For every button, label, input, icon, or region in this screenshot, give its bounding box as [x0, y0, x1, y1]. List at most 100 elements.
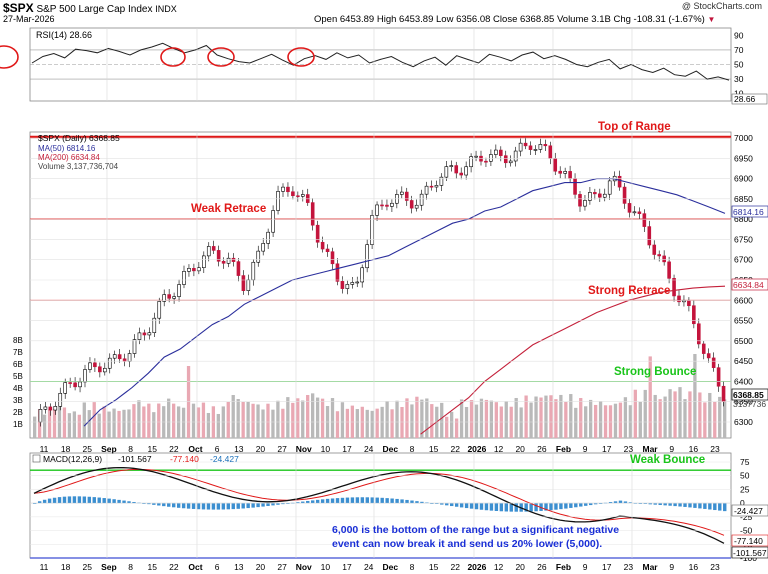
macd-histogram-bar	[400, 499, 404, 504]
x-axis-label: Oct	[188, 562, 202, 572]
macd-histogram-bar	[608, 502, 613, 504]
macd-histogram-bar	[638, 503, 643, 504]
macd-histogram-bar	[87, 496, 92, 504]
macd-histogram-bar	[574, 503, 578, 508]
macd-histogram-bar	[176, 503, 181, 508]
x-axis-label: 8	[128, 444, 133, 454]
macd-histogram-bar	[504, 503, 509, 512]
macd-signal-tag-box	[731, 534, 768, 547]
x-axis-label: 27	[277, 444, 287, 454]
candle	[682, 300, 686, 303]
macd-histogram-bar	[77, 496, 82, 504]
candle	[380, 204, 384, 207]
x-axis-label: 24	[364, 562, 374, 572]
macd-histogram-bar	[132, 501, 136, 504]
macd-histogram-bar	[211, 503, 216, 510]
note-line-2: event can now break it and send us 20% l…	[332, 538, 602, 550]
volume-bar	[474, 404, 479, 438]
macd-histogram-bar	[330, 498, 335, 504]
volume-bar	[479, 398, 484, 438]
volume-bar	[708, 392, 712, 438]
macd-legend: MACD(12,26,9) -101.567 -77.140 -24.427	[32, 454, 239, 464]
x-axis-label: 11	[40, 562, 49, 572]
candle	[434, 185, 439, 188]
x-axis-label: 20	[515, 444, 525, 454]
volume-bar	[241, 401, 245, 438]
candle	[711, 357, 716, 368]
candle	[632, 211, 637, 214]
macd-histogram-bar	[643, 503, 648, 504]
x-axis-label: Dec	[383, 444, 399, 454]
volume-bar	[494, 402, 498, 438]
volume-bar	[72, 411, 77, 438]
candle	[479, 155, 483, 162]
candle	[692, 305, 696, 325]
macd-histogram-bar	[708, 503, 712, 510]
macd-histogram-bar	[524, 503, 528, 512]
x-axis-label: 20	[256, 444, 266, 454]
candle	[147, 332, 152, 336]
macd-histogram-bar	[559, 503, 563, 510]
candle	[578, 194, 582, 207]
volume-bar	[112, 408, 116, 438]
volume-bar	[450, 411, 454, 438]
ma200-legend: MA(200) 6634.84	[38, 153, 100, 162]
macd-line	[33, 466, 725, 544]
macd-histogram-bar	[494, 503, 499, 511]
volume-bar	[370, 410, 374, 438]
candle	[291, 191, 295, 197]
volume-bar	[678, 387, 682, 438]
volume-bar	[469, 400, 474, 438]
candle	[276, 191, 280, 211]
volume-bar	[673, 391, 677, 438]
rsi-tick-label: 50	[734, 60, 744, 70]
candle	[375, 204, 379, 216]
macd-histogram-bar	[628, 502, 633, 504]
x-axis-label: 23	[624, 444, 634, 454]
candle	[142, 332, 147, 336]
macd-histogram-bar	[102, 498, 106, 504]
macd-histogram-bar	[713, 503, 717, 511]
volume-bar	[107, 411, 111, 438]
rsi-line	[31, 42, 730, 81]
macd-histogram-bar	[564, 503, 568, 509]
rsi-highlight-circle	[207, 47, 235, 67]
candle	[167, 294, 171, 299]
macd-histogram-bar	[435, 503, 439, 504]
macd-histogram-bar	[544, 503, 548, 511]
candle	[93, 362, 97, 368]
volume-bar	[172, 403, 176, 438]
price-tick-label: 7000	[734, 133, 753, 143]
macd-histogram-bar	[474, 503, 479, 510]
strong-bounce-annotation: Strong Bounce	[614, 366, 696, 378]
macd-histogram-bar	[598, 503, 603, 504]
macd-hist-tag: -24.427	[734, 506, 763, 516]
source-label[interactable]: @ StockCharts.com	[681, 1, 762, 11]
macd-histogram-bar	[410, 500, 414, 504]
volume-bar	[82, 402, 86, 438]
macd-histogram-bar	[593, 503, 598, 505]
candle	[330, 251, 335, 265]
volume-bar	[315, 397, 320, 438]
macd-histogram-bar	[440, 503, 444, 505]
candle	[597, 193, 602, 198]
weak-retrace-annotation: Weak Retrace	[191, 203, 266, 215]
volume-bar	[33, 416, 37, 438]
macd-histogram-bar	[301, 501, 305, 504]
candle	[197, 267, 201, 272]
price-tick-label: 6400	[734, 376, 753, 386]
x-axis-label: 15	[147, 562, 157, 572]
candle	[602, 193, 607, 198]
macd-histogram-bar	[286, 503, 290, 504]
macd-histogram-bar	[445, 503, 449, 506]
volume-bar	[529, 402, 533, 438]
candle	[315, 224, 320, 243]
x-axis-label: 13	[234, 444, 244, 454]
macd-histogram-bar	[191, 503, 196, 509]
macd-histogram-bar	[196, 503, 201, 510]
macd-histogram-bar	[723, 503, 727, 512]
volume-bar	[420, 399, 424, 438]
candle	[360, 267, 365, 283]
macd-histogram-bar	[320, 499, 325, 504]
